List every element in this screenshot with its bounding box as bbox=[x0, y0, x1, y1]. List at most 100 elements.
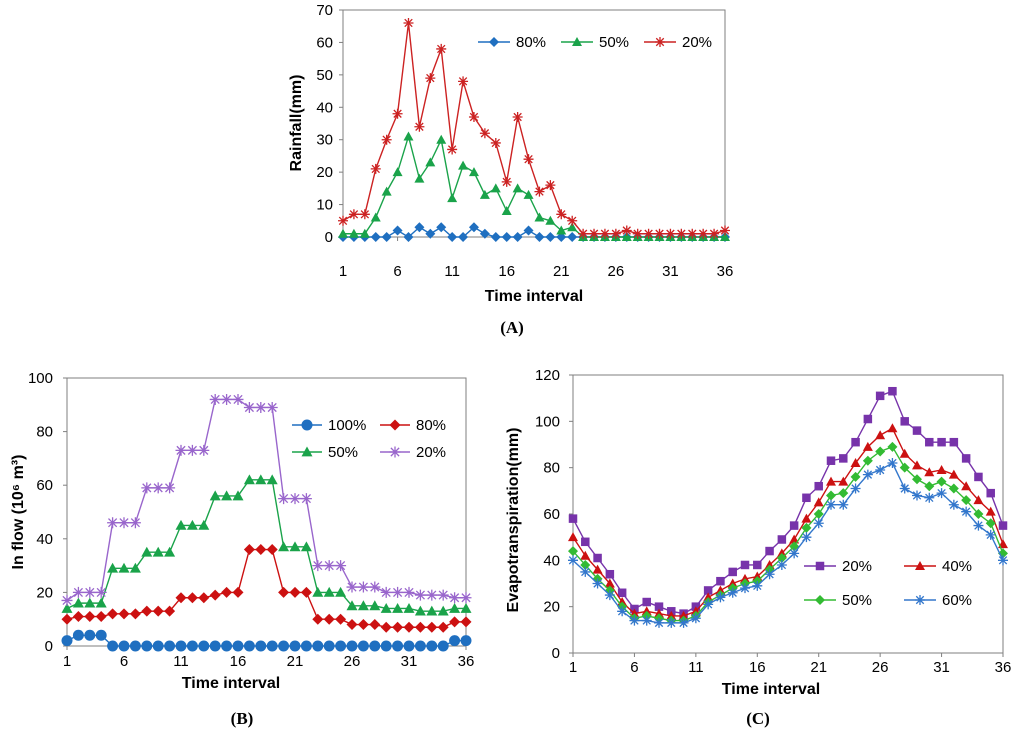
panel-c-data-point bbox=[777, 535, 787, 544]
panel-a-data-point bbox=[599, 228, 610, 239]
panel-a-data-point bbox=[567, 232, 578, 242]
panel-b-data-point bbox=[335, 640, 347, 652]
panel-b-legend-label: 100% bbox=[328, 417, 366, 434]
panel-c-data-point bbox=[801, 522, 812, 533]
panel-b-data-point bbox=[300, 586, 312, 598]
panel-a-data-point bbox=[479, 228, 490, 239]
panel-c-data-point bbox=[654, 608, 664, 618]
panel-b-data-point bbox=[460, 616, 472, 628]
panel-a-y-tick-label: 60 bbox=[316, 34, 333, 51]
panel-c-data-point bbox=[605, 569, 615, 579]
panel-a-data-point bbox=[523, 154, 534, 165]
panel-c-data-point bbox=[887, 441, 898, 452]
panel-b-x-tick-label: 21 bbox=[287, 653, 304, 670]
panel-c-data-point bbox=[900, 417, 909, 426]
panel-c-data-point bbox=[973, 509, 984, 519]
panel-b-caption: (B) bbox=[231, 709, 254, 728]
panel-b-data-point bbox=[84, 586, 96, 598]
panel-c-data-point bbox=[899, 483, 910, 494]
panel-c-data-point bbox=[912, 474, 922, 485]
panel-b-data-point bbox=[266, 544, 278, 556]
panel-c-data-point bbox=[690, 613, 701, 624]
panel-b-data-point bbox=[380, 586, 392, 598]
panel-b-data-point bbox=[278, 541, 290, 552]
panel-c-data-point bbox=[654, 602, 664, 611]
panel-b-x-tick-label: 11 bbox=[173, 653, 189, 670]
panel-c-x-label: Time interval bbox=[722, 681, 820, 698]
panel-c-legend-label: 40% bbox=[942, 558, 972, 575]
panel-a-data-point bbox=[490, 183, 501, 193]
panel-b-y-tick-label: 20 bbox=[36, 584, 53, 601]
panel-b-data-point bbox=[437, 640, 449, 652]
panel-b-data-point bbox=[323, 560, 335, 572]
panel-c-legend-marker bbox=[815, 561, 825, 571]
panel-a-data-point bbox=[720, 225, 730, 236]
panel-c-data-point bbox=[753, 560, 762, 570]
panel-b-data-point bbox=[369, 640, 381, 652]
panel-c-data-point bbox=[592, 578, 603, 589]
panel-c-data-point bbox=[617, 588, 627, 598]
panel-a-legend-marker bbox=[655, 37, 665, 47]
panel-c-data-point bbox=[974, 472, 983, 482]
panel-a-data-point bbox=[720, 232, 730, 241]
panel-a-y-label: Rainfall(mm) bbox=[288, 75, 305, 172]
panel-a-y-tick-label: 50 bbox=[316, 67, 333, 84]
panel-c-data-point bbox=[629, 615, 640, 626]
panel-a-data-point bbox=[392, 225, 403, 236]
panel-c-data-point bbox=[727, 578, 738, 588]
panel-a-data-point bbox=[589, 228, 600, 239]
panel-b-legend-marker bbox=[301, 419, 313, 431]
panel-c-data-point bbox=[850, 483, 861, 494]
panel-c-y-tick-label: 20 bbox=[543, 599, 560, 616]
panel-b-data-point bbox=[141, 482, 153, 494]
panel-c-data-point bbox=[581, 537, 590, 547]
panel-b-data-point bbox=[175, 519, 187, 530]
panel-b-data-point bbox=[95, 586, 107, 598]
panel-c-data-point bbox=[740, 573, 750, 583]
panel-b-data-point bbox=[403, 586, 415, 598]
panel-c-data-point bbox=[813, 497, 824, 507]
panel-b-y-tick-label: 0 bbox=[45, 638, 53, 655]
panel-b-data-point bbox=[152, 640, 164, 652]
panel-c-data-point bbox=[924, 467, 935, 477]
panel-a-data-point bbox=[359, 209, 370, 220]
panel-a-data-point bbox=[370, 163, 381, 174]
panel-a-data-point bbox=[403, 17, 414, 28]
panel-a-data-point bbox=[447, 144, 458, 155]
panel-a-data-point bbox=[436, 222, 447, 233]
panel-a-data-point bbox=[414, 121, 425, 132]
panel-b-data-point bbox=[380, 621, 392, 633]
panel-b-data-point bbox=[449, 602, 461, 613]
panel-c-data-point bbox=[899, 462, 910, 473]
panel-a-data-point bbox=[567, 215, 578, 226]
panel-c-data-point bbox=[973, 495, 984, 505]
panel-b-data-point bbox=[449, 635, 461, 647]
panel-b-y-tick-label: 80 bbox=[36, 424, 53, 441]
panel-c-data-point bbox=[641, 606, 652, 616]
panel-b-data-point bbox=[414, 640, 426, 652]
panel-b-data-point bbox=[164, 640, 176, 652]
panel-b-legend-label: 50% bbox=[328, 444, 358, 461]
panel-c-data-point bbox=[925, 437, 934, 447]
panel-a-data-point bbox=[447, 232, 458, 242]
panel-b-data-point bbox=[72, 586, 84, 598]
panel-a-data-point bbox=[534, 232, 545, 242]
panel-b-data-point bbox=[369, 581, 381, 593]
panel-c-data-point bbox=[776, 553, 787, 564]
panel-a-data-point bbox=[610, 228, 621, 239]
panel-a-data-point bbox=[370, 212, 381, 222]
panel-c-data-point bbox=[961, 495, 972, 506]
panel-c-data-point bbox=[948, 499, 959, 510]
panel-c-data-point bbox=[936, 488, 947, 499]
panel-b-data-point bbox=[346, 600, 358, 611]
panel-a-data-point bbox=[643, 228, 654, 239]
panel-c-data-point bbox=[826, 499, 836, 510]
panel-c-data-point bbox=[703, 592, 714, 602]
panel-c-data-point bbox=[776, 559, 787, 570]
panel-c-data-point bbox=[948, 483, 959, 494]
panel-c-data-point bbox=[727, 587, 738, 598]
panel-b-data-point bbox=[232, 393, 244, 405]
panel-c-legend-label: 50% bbox=[842, 592, 872, 609]
panel-c-data-point bbox=[801, 532, 812, 543]
panel-c-data-point bbox=[568, 546, 578, 557]
